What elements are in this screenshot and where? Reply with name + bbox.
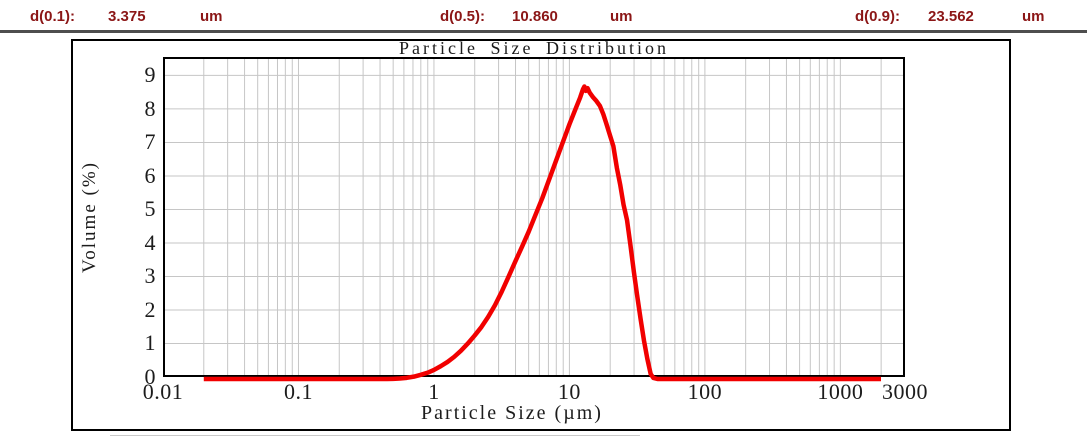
volume-distribution-curve (203, 84, 881, 382)
chart-title: Particle Size Distribution (399, 38, 669, 58)
plot-area (163, 57, 905, 382)
d01-label: d(0.1): (30, 8, 75, 25)
x-tick-label: 0.01 (142, 379, 184, 404)
d05-unit: um (610, 8, 633, 25)
d01-unit: um (200, 8, 223, 25)
distribution-curve-canvas (163, 57, 905, 382)
header-divider (0, 30, 1087, 33)
d09-label: d(0.9): (855, 8, 900, 25)
x-tick-label: 100 (687, 379, 723, 404)
d09-unit: um (1022, 8, 1045, 25)
y-tick-label: 5 (144, 196, 156, 222)
x-tick-label: 0.1 (283, 379, 313, 404)
y-tick-label: 7 (144, 129, 156, 155)
y-tick-label: 0 (144, 364, 156, 389)
x-tick-label: 3000 (882, 379, 928, 404)
y-tick-label: 6 (144, 162, 156, 188)
y-tick-label: 8 (144, 95, 156, 121)
y-tick-label: 4 (144, 229, 156, 255)
next-section-edge (110, 435, 640, 436)
x-tick-label: 1 (428, 379, 440, 404)
y-tick-label: 1 (144, 330, 156, 356)
d05-label: d(0.5): (440, 8, 485, 25)
d09-value: 23.562 (928, 8, 974, 25)
d01-value: 3.375 (108, 8, 146, 25)
y-tick-label: 3 (144, 263, 156, 289)
x-tick-label: 10 (557, 379, 581, 404)
x-tick-label: 1000 (817, 379, 864, 404)
d05-value: 10.860 (512, 8, 558, 25)
y-tick-label: 2 (144, 296, 156, 322)
y-tick-label: 9 (144, 62, 156, 88)
x-axis-title: Particle Size (µm) (421, 402, 603, 424)
